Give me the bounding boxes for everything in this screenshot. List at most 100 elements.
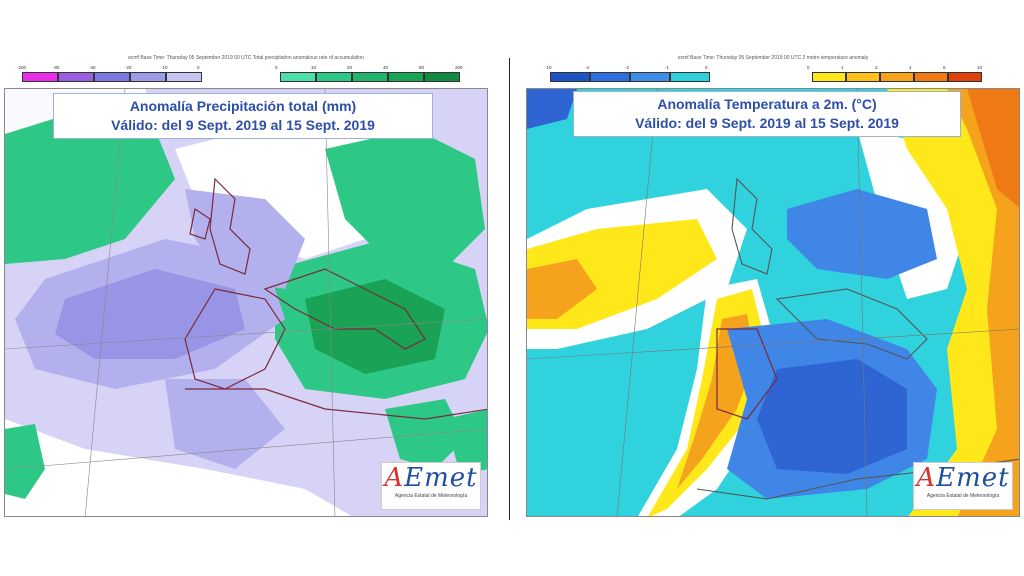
temp-legend-warm: 0 1 2 4 6 10 [807, 65, 994, 85]
north-africa-coastline [185, 388, 487, 420]
iberia-coastline [716, 328, 778, 420]
temp-valid-dates: Válido: del 9 Sept. 2019 al 15 Sept. 201… [635, 115, 899, 131]
precip-legend-dry-tick-label: -10 [161, 65, 168, 70]
precip-legend-wet-tick-label: 200 [455, 65, 463, 70]
precip-legend-wet: 0 10 20 40 80 200 [275, 65, 472, 85]
temp-legend-warm-color [846, 72, 880, 82]
precip-legend-dry-tick-label: -200 [17, 65, 27, 70]
precip-legend-wet-color [388, 72, 424, 82]
precip-legend-wet-swatch: 0 [275, 65, 316, 85]
aemet-logo: AEmet Agencia Estatal de Meteorología [381, 462, 481, 510]
temp-legend-cold-swatch: -2 [625, 65, 670, 85]
ireland-coastline [189, 208, 211, 240]
temp-legend-warm-tick-label: 0 [807, 65, 810, 70]
temp-title: Anomalía Temperatura a 2m. (°C) [657, 96, 877, 112]
precip-legend-wet-color [352, 72, 388, 82]
temperature-map-graphic [527, 89, 1019, 516]
temp-legend-warm-swatch: 0 [807, 65, 846, 85]
temp-legend-cold-color [550, 72, 590, 82]
precip-title: Anomalía Precipitación total (mm) [129, 98, 357, 114]
precip-title-box: Anomalía Precipitación total (mm) Válido… [53, 93, 433, 139]
precip-legend-dry-tick-label: -40 [89, 65, 96, 70]
precip-legend-wet-swatch: 10 [311, 65, 352, 85]
temp-legend-warm-tick-label: 2 [875, 65, 878, 70]
latitude-line [5, 428, 487, 470]
temp-legend-cold-color [590, 72, 630, 82]
temp-legend-warm-color [812, 72, 846, 82]
precip-legend-wet-end: 200 [455, 65, 472, 85]
precip-legend-dry-tick-label: -20 [125, 65, 132, 70]
precip-legend-dry-swatch: -80 [53, 65, 94, 85]
temperature-anomaly-panel: ecmf Base Time: Thursday 05 September 20… [524, 55, 1022, 517]
temp-cold-strong-area [527, 89, 577, 129]
temp-cold-area [787, 189, 937, 279]
temp-legend-warm-color [880, 72, 914, 82]
precip-legend-dry-swatch: -20 [125, 65, 166, 85]
precip-wet-strong-area [305, 279, 445, 374]
temp-legend-warm-swatch: 2 [875, 65, 914, 85]
precip-legend-wet-swatch: 80 [419, 65, 460, 85]
great-britain-coastline [209, 177, 251, 275]
temp-legend: -10 -4 -2 -1 0 0 1 2 4 6 10 [524, 65, 1022, 85]
longitude-line [616, 89, 658, 516]
precip-neutral-area [5, 419, 352, 516]
precipitation-anomaly-panel: ecmf Base Time: Thursday 05 September 20… [0, 55, 492, 517]
precip-legend-wet-swatch: 20 [347, 65, 388, 85]
temp-legend-cold-color [630, 72, 670, 82]
precip-legend-dry-color [130, 72, 166, 82]
temp-legend-warm-tick-label: 4 [909, 65, 912, 70]
france-italy-coastline [263, 268, 426, 350]
precip-legend: -200 -80 -40 -20 -10 0 0 10 20 40 80 200 [0, 65, 492, 85]
temperature-map: Anomalía Temperatura a 2m. (°C) Válido: … [526, 88, 1020, 517]
temp-warmer-area [527, 259, 597, 319]
temp-legend-warm-end: 10 [977, 65, 994, 85]
temp-title-box: Anomalía Temperatura a 2m. (°C) Válido: … [573, 91, 961, 137]
precip-legend-dry-color [166, 72, 202, 82]
precip-legend-dry-swatch: -40 [89, 65, 130, 85]
precip-legend-dry-end: 0 [197, 65, 214, 85]
precip-legend-wet-tick-label: 40 [383, 65, 389, 70]
temp-cold-strong-area [757, 359, 907, 474]
precip-legend-dry-tick-label: 0 [197, 65, 200, 70]
precip-legend-wet-color [316, 72, 352, 82]
temp-legend-warm-tick-label: 6 [943, 65, 946, 70]
latitude-line [527, 328, 1019, 360]
temp-legend-warm-tick-label: 10 [977, 65, 983, 70]
precip-legend-dry-color [58, 72, 94, 82]
precip-legend-dry-tick-label: -80 [53, 65, 60, 70]
temp-hot-area [967, 89, 1019, 208]
france-italy-coastline [775, 288, 928, 360]
great-britain-coastline [731, 177, 773, 275]
precip-dry-area [165, 379, 285, 469]
temp-legend-cold-end: 0 [705, 65, 722, 85]
precip-legend-dry-color [22, 72, 58, 82]
latitude-line [5, 318, 487, 350]
precip-wet-area [445, 409, 487, 474]
temp-legend-cold-swatch: -10 [545, 65, 590, 85]
temp-legend-cold-tick-label: 0 [705, 65, 708, 70]
temp-legend-warm-swatch: 1 [841, 65, 880, 85]
temp-legend-warm-swatch: 6 [943, 65, 982, 85]
temp-legend-cold-swatch: -4 [585, 65, 630, 85]
longitude-line [324, 89, 336, 516]
precip-valid-dates: Válido: del 9 Sept. 2019 al 15 Sept. 201… [111, 117, 375, 133]
temp-header: ecmf Base Time: Thursday 05 September 20… [677, 55, 869, 61]
precip-legend-dry-color [94, 72, 130, 82]
temp-warm-area [887, 89, 1019, 516]
precipitation-map: Anomalía Precipitación total (mm) Válido… [4, 88, 488, 517]
precip-wet-area [5, 109, 175, 264]
temp-legend-cold-tick-label: -4 [585, 65, 590, 70]
precip-legend-wet-tick-label: 80 [419, 65, 425, 70]
temp-legend-warm-tick-label: 1 [841, 65, 844, 70]
precipitation-map-graphic [5, 89, 487, 516]
longitude-line [856, 89, 868, 516]
precip-legend-dry: -200 -80 -40 -20 -10 0 [17, 65, 214, 85]
precip-legend-wet-color [424, 72, 460, 82]
precip-header: ecmf Base Time: Thursday 05 September 20… [128, 55, 364, 61]
temp-legend-cold-tick-label: -10 [545, 65, 552, 70]
precip-wet-area [5, 424, 45, 499]
temp-legend-cold-tick-label: -1 [665, 65, 670, 70]
precip-legend-dry-swatch: -10 [161, 65, 202, 85]
panel-divider [509, 58, 510, 520]
precip-legend-dry-swatch: -200 [17, 65, 58, 85]
